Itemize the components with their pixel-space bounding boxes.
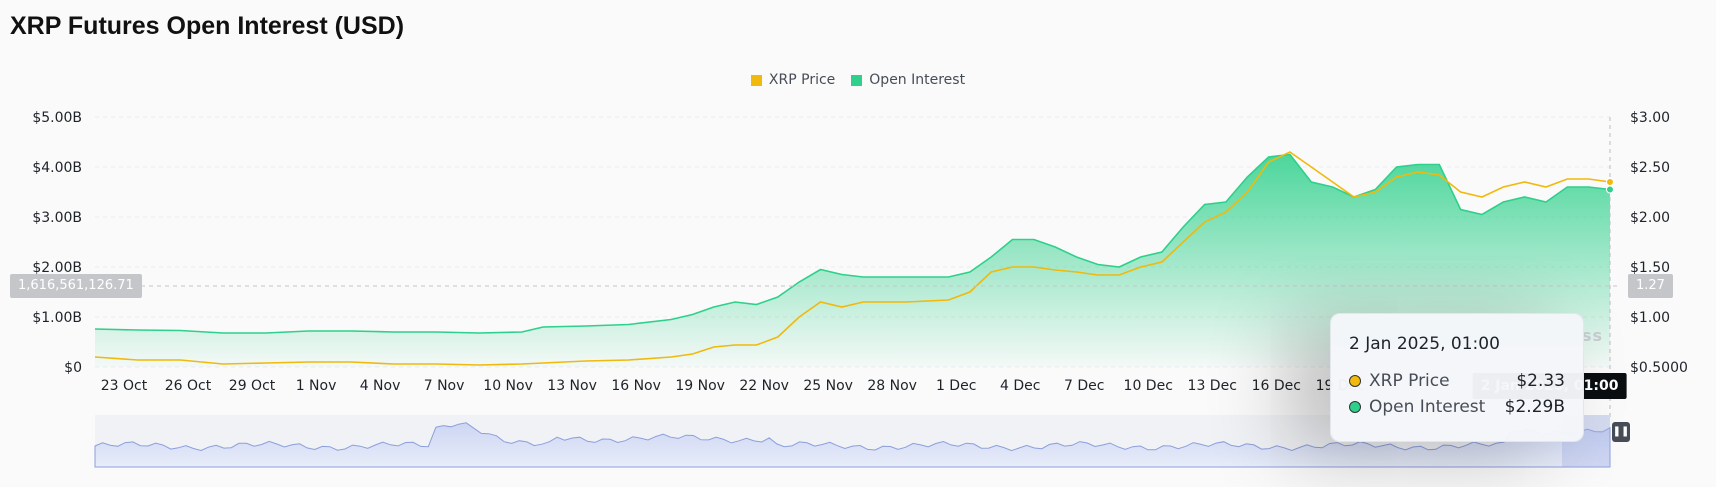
- y-left-tick-label: $0: [64, 360, 82, 376]
- x-tick-label: 13 Nov: [547, 378, 597, 394]
- y-right-tick-label: $2.50: [1630, 160, 1670, 176]
- chart-title: XRP Futures Open Interest (USD): [10, 12, 405, 40]
- x-tick-label: 23 Oct: [101, 378, 148, 394]
- x-tick-label: 13 Dec: [1188, 378, 1237, 394]
- chart-tooltip: 2 Jan 2025, 01:00 XRP Price $2.33 Open I…: [1330, 313, 1584, 442]
- tooltip-label-open-interest: Open Interest: [1369, 397, 1486, 417]
- x-tick-label: 10 Dec: [1124, 378, 1173, 394]
- y-left-tick-label: $2.00B: [32, 260, 82, 276]
- y-left-tick-label: $3.00B: [32, 210, 82, 226]
- xrp-price-marker: [1606, 178, 1614, 186]
- tooltip-label-xrp-price: XRP Price: [1369, 371, 1450, 391]
- x-tick-label: 28 Nov: [867, 378, 917, 394]
- y-right-tick-label: $3.00: [1630, 110, 1670, 126]
- legend-label-xrp-price: XRP Price: [768, 72, 836, 88]
- crosshair-y-right-label: 1.27: [1628, 274, 1673, 298]
- x-tick-label: 19 Nov: [675, 378, 725, 394]
- legend-label-open-interest: Open Interest: [869, 72, 966, 88]
- open-interest-marker: [1606, 185, 1614, 194]
- pause-icon[interactable]: ❚❚: [1612, 422, 1630, 442]
- tooltip-value-xrp-price: $2.33: [1516, 371, 1565, 391]
- x-tick-label: 1 Nov: [296, 378, 337, 394]
- y-left-tick-label: $4.00B: [32, 160, 82, 176]
- legend-item-xrp-price[interactable]: XRP Price: [750, 72, 836, 88]
- legend-item-open-interest[interactable]: Open Interest: [851, 72, 965, 88]
- tooltip-value-open-interest: $2.29B: [1504, 397, 1565, 417]
- watermark-text: ss: [1582, 326, 1604, 345]
- legend-swatch-xrp-price: [750, 74, 762, 86]
- tooltip-date: 2 Jan 2025, 01:00: [1349, 334, 1500, 354]
- tooltip-row-xrp-price: XRP Price $2.33: [1349, 368, 1565, 394]
- y-left-tick-label: $5.00B: [32, 110, 82, 126]
- x-tick-label: 29 Oct: [229, 378, 276, 394]
- x-tick-label: 4 Nov: [360, 378, 401, 394]
- y-right-tick-label: $1.50: [1630, 260, 1670, 276]
- x-tick-label: 22 Nov: [739, 378, 789, 394]
- x-tick-label: 4 Dec: [1000, 378, 1040, 394]
- navigator-area: [94, 422, 1611, 468]
- chart-legend: XRP Price Open Interest: [0, 72, 1716, 88]
- x-tick-label: 7 Nov: [424, 378, 465, 394]
- open-interest-line: [94, 153, 1611, 334]
- x-tick-label: 25 Nov: [803, 378, 853, 394]
- x-tick-label: 16 Nov: [611, 378, 661, 394]
- y-right-tick-label: $1.00: [1630, 310, 1670, 326]
- tooltip-row-open-interest: Open Interest $2.29B: [1349, 394, 1565, 420]
- legend-swatch-open-interest: [851, 74, 863, 86]
- y-left-tick-label: $1.00B: [32, 310, 82, 326]
- tooltip-dot-open-interest: [1349, 401, 1361, 413]
- x-tick-label: 7 Dec: [1064, 378, 1104, 394]
- y-right-tick-label: $2.00: [1630, 210, 1670, 226]
- x-tick-label: 16 Dec: [1252, 378, 1301, 394]
- crosshair-y-left-label: 1,616,561,126.71: [10, 274, 142, 298]
- tooltip-dot-xrp-price: [1349, 375, 1361, 387]
- xrp-price-line: [94, 151, 1611, 366]
- x-tick-label: 26 Oct: [165, 378, 212, 394]
- x-tick-label: 10 Nov: [483, 378, 533, 394]
- y-right-tick-label: $0.5000: [1630, 360, 1688, 376]
- x-tick-label: 1 Dec: [936, 378, 976, 394]
